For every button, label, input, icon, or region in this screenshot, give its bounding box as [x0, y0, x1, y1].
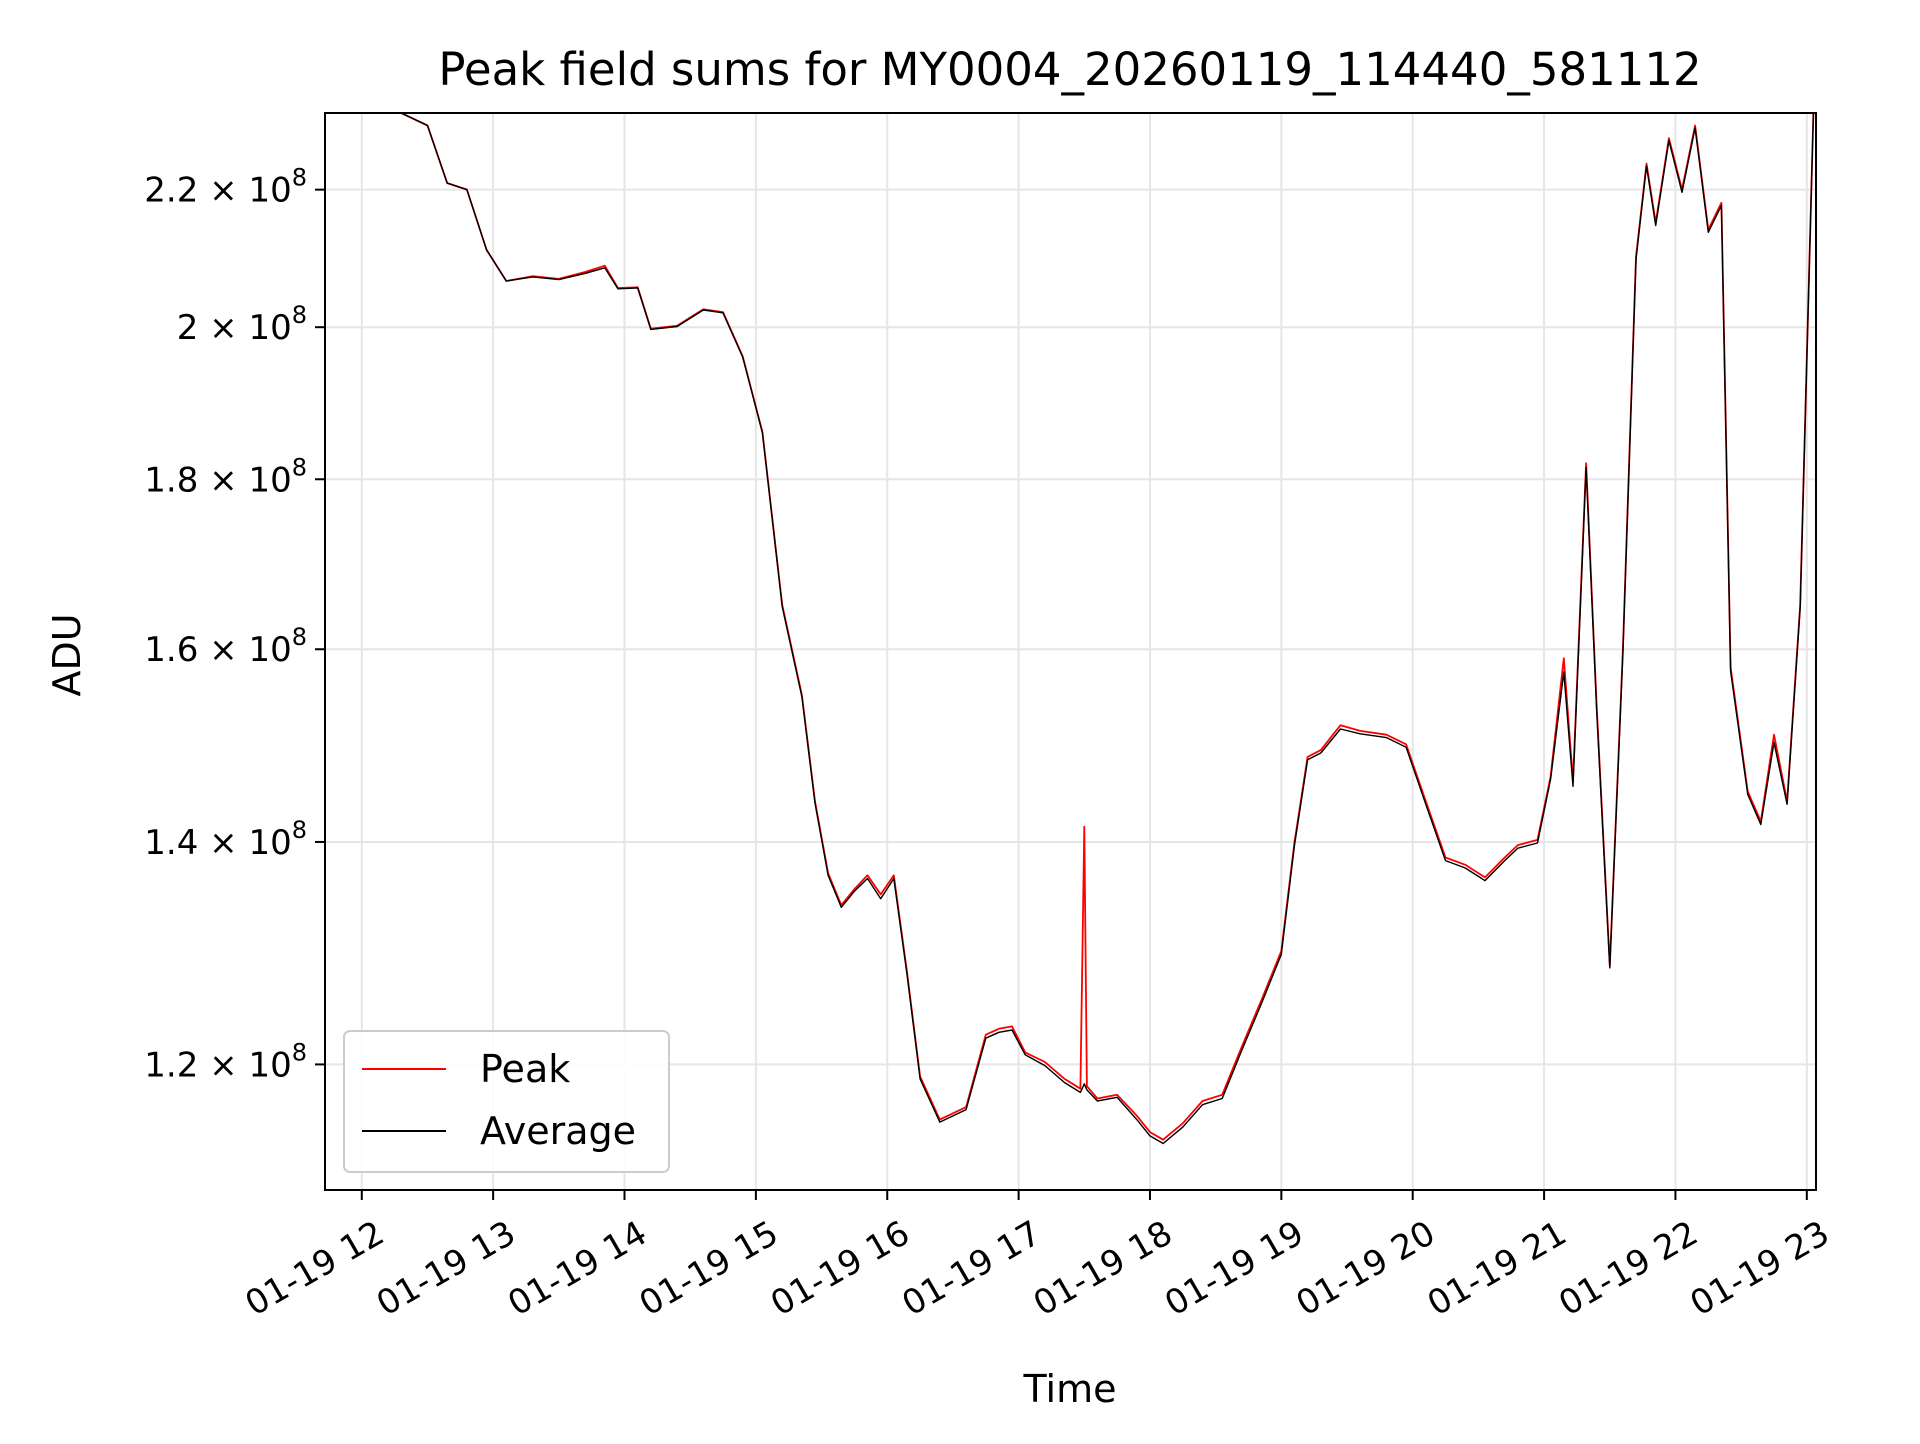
- legend-label-average: Average: [480, 1109, 636, 1153]
- axes-frame: [324, 112, 1817, 1191]
- plot-area: [325, 113, 1815, 1145]
- series-layer: [325, 113, 1815, 1145]
- y-tick-label: 1.8 × 108: [144, 453, 307, 500]
- grid-layer: [325, 113, 1816, 1190]
- series-line-average: [325, 113, 1815, 1145]
- y-tick-label: 1.4 × 108: [144, 816, 307, 863]
- legend-label-peak: Peak: [480, 1047, 570, 1091]
- legend-frame: [343, 1030, 670, 1173]
- chart-title: Peak field sums for MY0004_20260119_1144…: [438, 43, 1701, 96]
- y-axis-label: ADU: [45, 613, 89, 696]
- x-axis-label: Time: [1023, 1367, 1117, 1411]
- y-tick-label: 1.2 × 108: [144, 1038, 307, 1085]
- y-tick-label: 2 × 108: [177, 301, 307, 348]
- y-axis: 1.2 × 108 1.4 × 108 1.6 × 108 1.8 × 108 2 × …: [144, 164, 325, 1085]
- legend: Peak Average: [343, 1030, 670, 1173]
- y-tick-label: 1.6 × 108: [144, 623, 307, 670]
- y-tick-label: 2.2 × 108: [144, 164, 307, 211]
